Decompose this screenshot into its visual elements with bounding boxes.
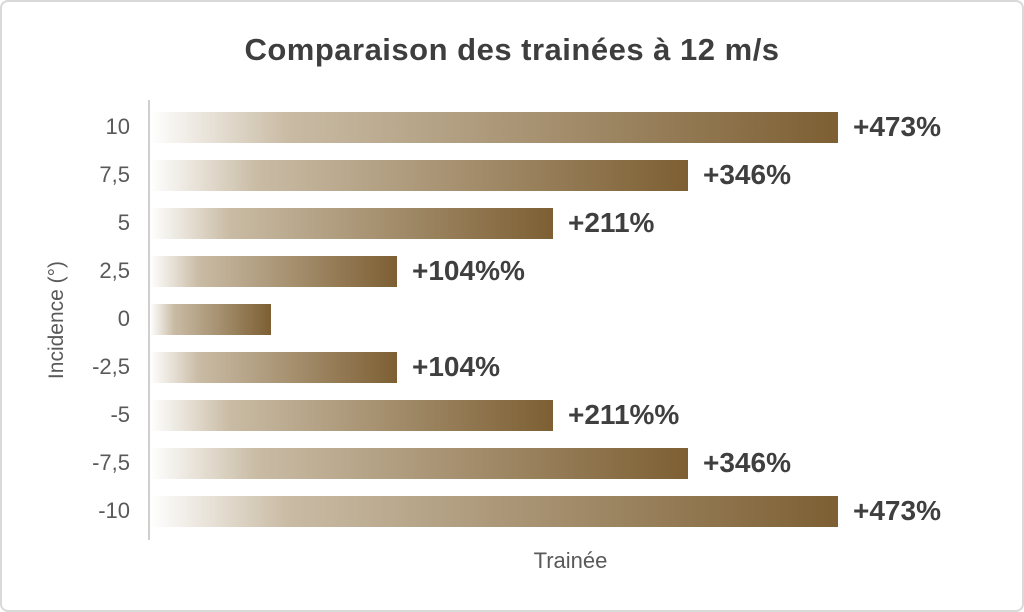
bar-row: 0 xyxy=(2,295,1008,343)
bar xyxy=(150,447,688,479)
bar-row: 2,5 +104%% xyxy=(2,247,1008,295)
y-tick-label: 7,5 xyxy=(99,162,130,187)
bar-track xyxy=(150,295,1008,343)
bar-value-label: +346% xyxy=(703,447,791,478)
bar-track: +473% xyxy=(150,487,1008,535)
bar-track: +346% xyxy=(150,151,1008,199)
bar xyxy=(150,495,838,527)
bar-track: +211%% xyxy=(150,391,1008,439)
bar-track: +211% xyxy=(150,199,1008,247)
plot-area: 10 +473% 7,5 +346% 5 +211% 2,5 +104%% 0 -2,5 +104%… xyxy=(2,103,1008,535)
bar-row: 7,5 +346% xyxy=(2,151,1008,199)
y-tick-label: 2,5 xyxy=(99,258,130,283)
y-tick-label: 5 xyxy=(117,210,130,235)
bar xyxy=(150,159,688,191)
bar xyxy=(150,351,397,383)
bar-track: +104%% xyxy=(150,247,1008,295)
bar-row: -10 +473% xyxy=(2,487,1008,535)
bar-value-label: +346% xyxy=(703,159,791,190)
x-axis-title: Trainée xyxy=(533,548,608,573)
y-tick-label: -10 xyxy=(98,498,130,523)
bar xyxy=(150,255,397,287)
bar-track: +104% xyxy=(150,343,1008,391)
bar-value-label: +211% xyxy=(568,207,655,238)
bar xyxy=(150,111,838,143)
bar-row: 5 +211% xyxy=(2,199,1008,247)
bar-row: -2,5 +104% xyxy=(2,343,1008,391)
bar-value-label: +473% xyxy=(853,111,941,142)
y-tick-label: -2,5 xyxy=(92,354,130,379)
bar-track: +473% xyxy=(150,103,1008,151)
bar xyxy=(150,399,553,431)
bar-value-label: +473% xyxy=(853,495,941,526)
y-tick-label: -7,5 xyxy=(92,450,130,475)
bar xyxy=(150,303,271,335)
bar-track: +346% xyxy=(150,439,1008,487)
chart-title: Comparaison des trainées à 12 m/s xyxy=(244,32,780,67)
bar-value-label: +211%% xyxy=(568,399,680,430)
bar-row: 10 +473% xyxy=(2,103,1008,151)
y-tick-label: 0 xyxy=(117,306,130,331)
y-axis-line xyxy=(148,100,150,540)
y-tick-label: 10 xyxy=(105,114,130,139)
bar-value-label: +104%% xyxy=(412,255,525,286)
bar xyxy=(150,207,553,239)
bar-row: -7,5 +346% xyxy=(2,439,1008,487)
bar-value-label: +104% xyxy=(412,351,500,382)
y-tick-label: -5 xyxy=(110,402,130,427)
bar-row: -5 +211%% xyxy=(2,391,1008,439)
